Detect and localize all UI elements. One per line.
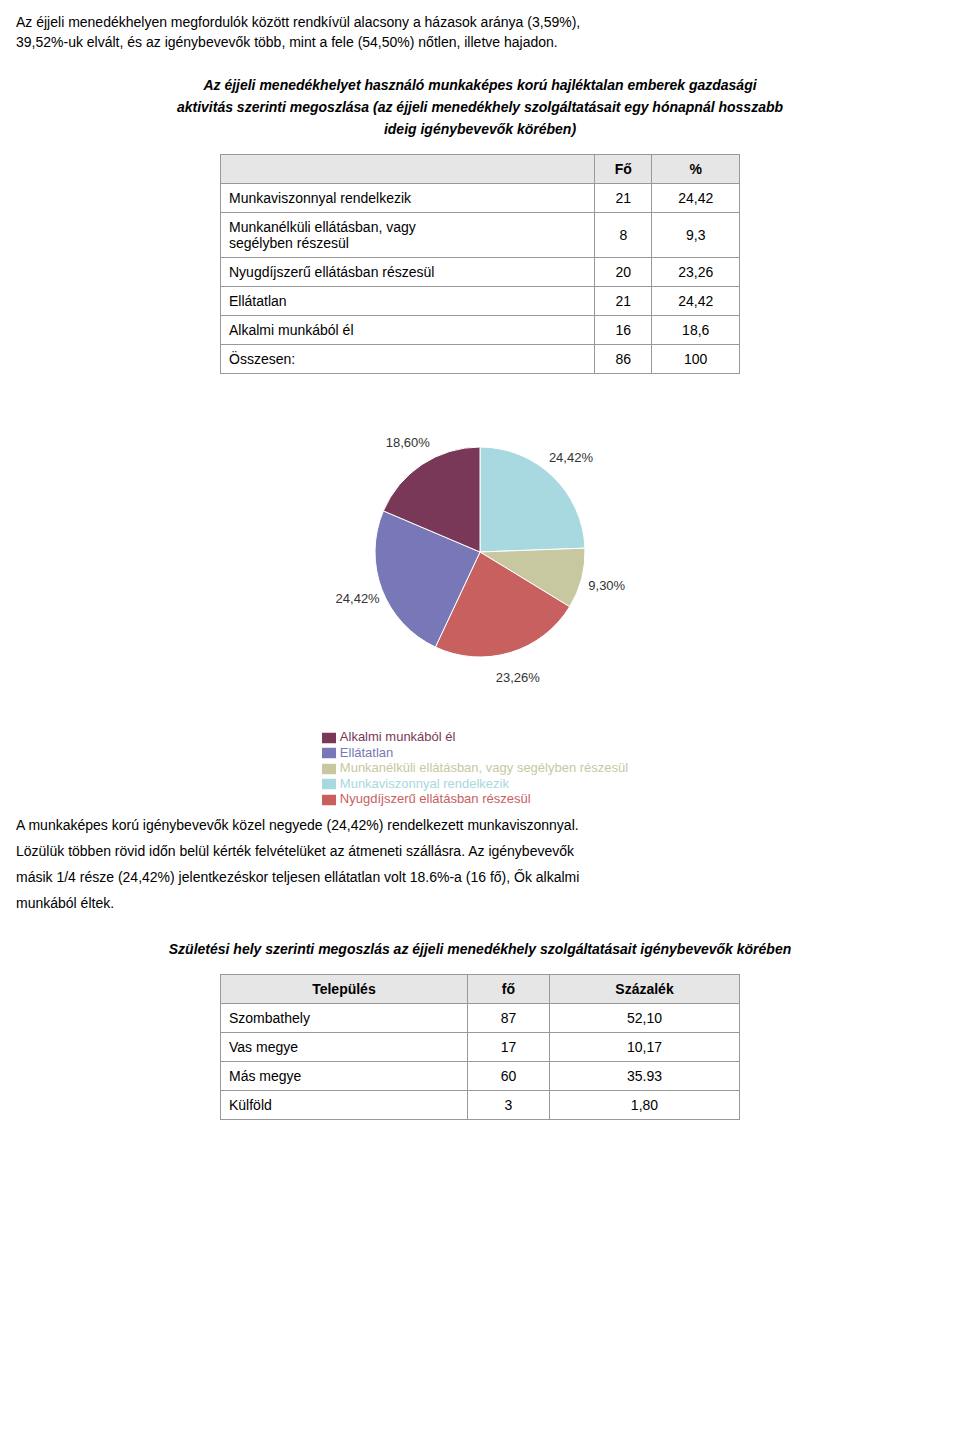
html-text:Munkanélküli ellátásban, vagy: Munkanélküli ellátásban, vagy segélyben … — [229, 219, 416, 251]
html-text:Lözülük többen rövid időn belü: Lözülük többen rövid időn belül kérték f… — [16, 843, 574, 859]
svg-text:23,26%: 23,26% — [496, 670, 541, 685]
html-text:Nyugdíjszerű ellátásban részes: Nyugdíjszerű ellátásban részesül — [339, 791, 531, 807]
svg-text:9,30%: 9,30% — [588, 578, 625, 593]
html-text:17: 17 — [500, 1039, 517, 1055]
html-text:másik 1/4 része (24,42%) jelen: másik 1/4 része (24,42%) jelentkezéskor … — [16, 869, 580, 885]
html-text:Alkalmi munkából él: Alkalmi munkából él — [339, 729, 456, 745]
html-text:Település: Település — [312, 981, 376, 997]
html-text:Százalék: Százalék — [615, 981, 674, 997]
html-text:20: 20 — [615, 264, 632, 280]
html-text:1,80: 1,80 — [630, 1097, 659, 1113]
html-text:Alkalmi munkából él: Alkalmi munkából él — [229, 322, 354, 338]
html-text:10,17: 10,17 — [627, 1039, 662, 1055]
html-text:100: 100 — [684, 351, 708, 367]
html-text:Fő: Fő — [614, 161, 632, 177]
html-text:21: 21 — [615, 293, 632, 309]
html-text:87: 87 — [500, 1010, 517, 1026]
html-text:Összesen:: Összesen: — [229, 351, 296, 367]
html-text:23,26: 23,26 — [678, 264, 714, 280]
html-text:fő: fő — [501, 981, 515, 997]
html-text:Munkaviszonnyal rendelkezik: Munkaviszonnyal rendelkezik — [229, 190, 412, 206]
html-text:9,3: 9,3 — [686, 227, 706, 243]
html-text:Szombathely: Szombathely — [229, 1010, 310, 1026]
html-text:Születési hely szerinti megosz: Születési hely szerinti megoszlás az éjj… — [168, 941, 792, 957]
html-text:Ellátatlan: Ellátatlan — [339, 744, 394, 760]
html-text:Ellátatlan: Ellátatlan — [229, 293, 287, 309]
svg-text:18,60%: 18,60% — [386, 435, 431, 450]
html-text:Nyugdíjszerű ellátásban részes: Nyugdíjszerű ellátásban részesül — [229, 264, 435, 280]
html-text:24,42: 24,42 — [678, 190, 714, 206]
html-text:8: 8 — [619, 227, 628, 243]
html-text:3: 3 — [504, 1097, 513, 1113]
html-text:Vas megye: Vas megye — [229, 1039, 298, 1055]
html-text:39,52%-uk elvált, és az igényb: 39,52%-uk elvált, és az igénybevevők töb… — [16, 34, 558, 50]
html-text:Külföld: Külföld — [229, 1097, 272, 1113]
html-text:60: 60 — [500, 1068, 517, 1084]
html-text:Más megye: Más megye — [229, 1068, 302, 1084]
html-text:Munkanélküli ellátásban, vagy: Munkanélküli ellátásban, vagy segélyben … — [339, 760, 629, 776]
html-text:86: 86 — [615, 351, 632, 367]
html-text:Munkaviszonnyal rendelkezik: Munkaviszonnyal rendelkezik — [339, 775, 509, 791]
html-text:munkából éltek.: munkából éltek. — [16, 895, 115, 911]
html-text:16: 16 — [615, 322, 632, 338]
html-text:18,6: 18,6 — [682, 322, 710, 338]
html-text:Az éjjeli menedékhelyen megfor: Az éjjeli menedékhelyen megfordulók közö… — [16, 14, 581, 30]
svg-text:24,42%: 24,42% — [549, 450, 594, 465]
html-text:52,10: 52,10 — [627, 1010, 662, 1026]
html-text:Az éjjeli menedékhelyet haszná: Az éjjeli menedékhelyet használó munkaké… — [176, 77, 783, 137]
svg-text:24,42%: 24,42% — [336, 591, 381, 606]
html-text:35.93: 35.93 — [627, 1068, 662, 1084]
html-text:24,42: 24,42 — [678, 293, 714, 309]
html-text:A munkaképes korú igénybevevők: A munkaképes korú igénybevevők közel neg… — [16, 817, 579, 833]
html-text:21: 21 — [615, 190, 632, 206]
